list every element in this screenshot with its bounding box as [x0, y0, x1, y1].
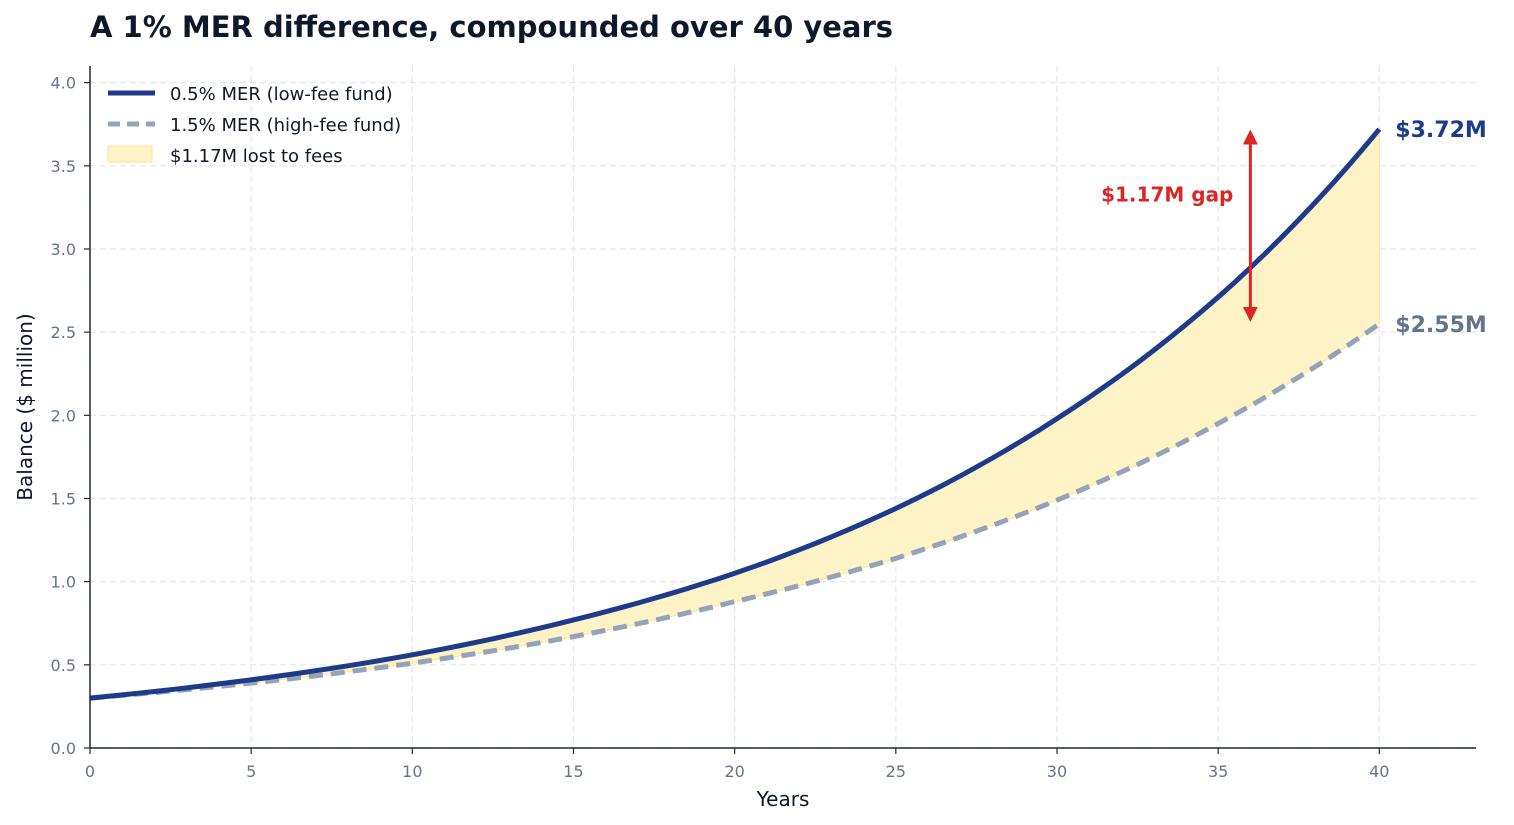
series-line-low-fee: [89, 127, 1382, 701]
x-tick-label: 10: [402, 762, 422, 781]
y-tick-label: 2.5: [51, 323, 76, 342]
gap-label: $1.17M gap: [1101, 183, 1233, 207]
legend-swatch-fees: [107, 145, 153, 163]
x-tick-label: 20: [724, 762, 744, 781]
x-axis-label: Years: [756, 787, 810, 811]
legend: 0.5% MER (low-fee fund) 1.5% MER (high-f…: [107, 84, 401, 167]
gap-annotation: $1.17M gap: [1101, 129, 1258, 322]
x-tick-label: 5: [246, 762, 256, 781]
y-tick-label: 4.0: [51, 74, 76, 93]
y-tick-label: 3.5: [51, 157, 76, 176]
y-ticks: 0.0 0.5 1.0 1.5 2.0 2.5 3.0 3.5 4.0: [51, 74, 90, 758]
y-tick-label: 1.5: [51, 489, 76, 508]
fee-gap-area-layer: [89, 127, 1380, 699]
grid: [89, 66, 1476, 749]
y-tick-label: 1.0: [51, 573, 76, 592]
fee-gap-area: [89, 127, 1380, 699]
x-tick-label: 25: [886, 762, 906, 781]
y-tick-label: 2.0: [51, 406, 76, 425]
x-tick-label: 30: [1047, 762, 1067, 781]
y-tick-label: 3.0: [51, 240, 76, 259]
x-tick-label: 35: [1208, 762, 1228, 781]
x-ticks: 0 5 10 15 20 25 30 35 40: [85, 748, 1389, 781]
series-layer: [89, 127, 1382, 701]
end-label-low-fee: $3.72M: [1395, 118, 1486, 143]
y-axis-label: Balance ($ million): [13, 313, 37, 500]
legend-label-low-fee: 0.5% MER (low-fee fund): [170, 84, 393, 105]
y-tick-label: 0.5: [51, 656, 76, 675]
end-label-high-fee: $2.55M: [1395, 313, 1486, 338]
x-tick-label: 40: [1369, 762, 1389, 781]
legend-label-fees: $1.17M lost to fees: [170, 146, 343, 167]
series-line-high-fee: [89, 321, 1381, 701]
y-tick-label: 0.0: [51, 739, 76, 758]
chart-title: A 1% MER difference, compounded over 40 …: [90, 10, 893, 44]
legend-label-high-fee: 1.5% MER (high-fee fund): [170, 115, 401, 136]
x-tick-label: 0: [85, 762, 95, 781]
x-tick-label: 15: [563, 762, 583, 781]
